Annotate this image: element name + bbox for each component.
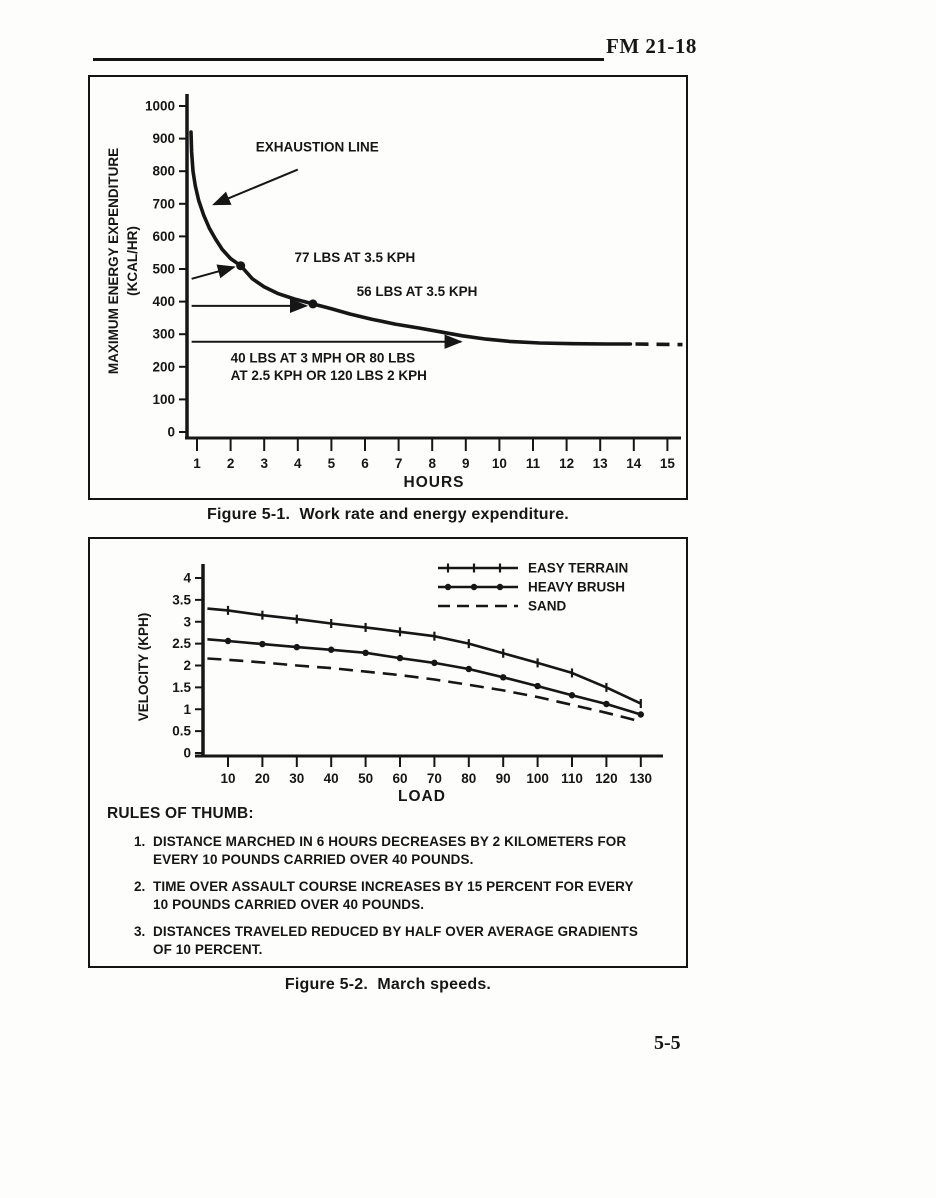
svg-text:10: 10 — [220, 771, 235, 786]
svg-text:1: 1 — [193, 456, 201, 471]
annotations: EXHAUSTION LINE 77 LBS AT 3.5 KPH 56 LBS A… — [191, 140, 478, 384]
svg-text:1.5: 1.5 — [172, 680, 191, 695]
annotation-text: EXHAUSTION LINE — [256, 140, 379, 155]
rules-title: RULES OF THUMB: — [107, 805, 254, 822]
svg-text:100: 100 — [526, 771, 549, 786]
rule-number: 2. — [134, 879, 146, 894]
svg-text:30: 30 — [289, 771, 304, 786]
legend-row-easy-terrain: EASY TERRAIN — [438, 561, 628, 576]
svg-text:3.5: 3.5 — [172, 592, 191, 607]
svg-text:12: 12 — [559, 456, 574, 471]
svg-text:14: 14 — [626, 456, 642, 471]
series-heavy-brush — [207, 637, 644, 718]
legend-label: SAND — [528, 599, 567, 614]
annotation-text: 56 LBS AT 3.5 KPH — [357, 284, 478, 299]
svg-text:0.5: 0.5 — [172, 724, 191, 739]
svg-text:13: 13 — [593, 456, 609, 471]
svg-text:90: 90 — [496, 771, 511, 786]
rule-text: TIME OVER ASSAULT COURSE INCREASES BY 15… — [153, 879, 634, 912]
svg-text:80: 80 — [461, 771, 476, 786]
svg-text:6: 6 — [361, 456, 369, 471]
svg-text:5: 5 — [328, 456, 336, 471]
figure-5-2-box: 0 0.5 1 1.5 2 2.5 3 3.5 4 10 20 30 40 50 60 70 80 90 100 11… — [88, 537, 688, 968]
svg-text:130: 130 — [630, 771, 653, 786]
svg-text:9: 9 — [462, 456, 470, 471]
rule-text: DISTANCES TRAVELED REDUCED BY HALF OVER … — [153, 924, 638, 957]
svg-text:10: 10 — [492, 456, 507, 471]
svg-text:70: 70 — [427, 771, 442, 786]
data-point-dot — [236, 261, 246, 271]
rule-item-1: 1. DISTANCE MARCHED IN 6 HOURS DECREASES… — [134, 833, 672, 869]
annotation-text: 40 LBS AT 3 MPH OR 80 LBS AT 2.5 KPH OR 1… — [231, 351, 427, 384]
legend-label: EASY TERRAIN — [528, 561, 628, 576]
svg-text:1000: 1000 — [145, 99, 175, 114]
svg-text:40: 40 — [324, 771, 339, 786]
svg-text:900: 900 — [152, 131, 175, 146]
svg-text:600: 600 — [152, 229, 175, 244]
svg-text:(KCAL/HR): (KCAL/HR) — [125, 226, 140, 296]
rule-text: DISTANCE MARCHED IN 6 HOURS DECREASES BY… — [153, 834, 627, 867]
svg-text:2.5: 2.5 — [172, 636, 191, 651]
svg-text:7: 7 — [395, 456, 403, 471]
svg-text:50: 50 — [358, 771, 373, 786]
svg-text:60: 60 — [392, 771, 407, 786]
rule-number: 3. — [134, 924, 146, 939]
svg-text:200: 200 — [152, 359, 175, 374]
svg-text:0: 0 — [167, 425, 175, 440]
svg-text:2: 2 — [227, 456, 235, 471]
legend-row-heavy-brush: HEAVY BRUSH — [438, 580, 625, 595]
svg-text:500: 500 — [152, 262, 175, 277]
ticks-and-labels: 0 0.5 1 1.5 2 2.5 3 3.5 4 10 20 30 40 50 60 70 80 90 100 11… — [136, 571, 652, 806]
svg-text:110: 110 — [561, 771, 583, 786]
svg-text:700: 700 — [152, 196, 175, 211]
svg-text:4: 4 — [183, 571, 191, 586]
svg-text:20: 20 — [255, 771, 270, 786]
x-axis-title: LOAD — [398, 788, 446, 805]
svg-text:300: 300 — [152, 327, 175, 342]
data-point-dot — [308, 299, 318, 309]
rule-item-2: 2. TIME OVER ASSAULT COURSE INCREASES BY… — [134, 878, 672, 914]
figure-5-1-box: 0 100 200 300 400 500 600 700 800 900 1000 1 2 3 4 5 6 7 8… — [88, 75, 688, 500]
svg-text:800: 800 — [152, 164, 175, 179]
svg-text:100: 100 — [152, 392, 175, 407]
x-axis-title: HOURS — [404, 474, 465, 491]
legend-label: HEAVY BRUSH — [528, 580, 625, 595]
y-axis-title: VELOCITY (KPH) — [136, 613, 151, 722]
svg-text:1: 1 — [183, 702, 191, 717]
figure-5-1-caption: Figure 5-1. Work rate and energy expendi… — [207, 506, 569, 523]
svg-text:3: 3 — [260, 456, 268, 471]
y-axis-title: MAXIMUM ENERGY EXPENDITURE — [106, 148, 121, 374]
figure-5-2-caption: Figure 5-2. March speeds. — [284, 976, 492, 993]
rule-item-3: 3. DISTANCES TRAVELED REDUCED BY HALF OV… — [134, 923, 672, 959]
annotation-text: 77 LBS AT 3.5 KPH — [294, 250, 415, 265]
page-number: 5-5 — [654, 1032, 681, 1054]
header-rule — [93, 58, 604, 61]
svg-text:11: 11 — [526, 456, 541, 471]
axes — [195, 564, 663, 758]
svg-text:120: 120 — [595, 771, 618, 786]
rules-of-thumb: RULES OF THUMB: 1. DISTANCE MARCHED IN 6… — [107, 805, 672, 968]
svg-text:3: 3 — [183, 614, 191, 629]
figure-5-2-chart: 0 0.5 1 1.5 2 2.5 3 3.5 4 10 20 30 40 50 60 70 80 90 100 11… — [136, 561, 663, 806]
svg-text:400: 400 — [152, 294, 175, 309]
legend-row-sand: SAND — [438, 599, 567, 614]
series-easy-terrain — [207, 605, 642, 709]
legend: EASY TERRAIN HEAVY BRUSH SAND — [438, 561, 628, 614]
rule-number: 1. — [134, 834, 146, 849]
svg-text:0: 0 — [183, 746, 191, 761]
svg-text:2: 2 — [183, 658, 191, 673]
svg-text:4: 4 — [294, 456, 302, 471]
series-sand — [207, 657, 642, 723]
svg-text:8: 8 — [428, 456, 436, 471]
series-exhaustion-line — [189, 130, 683, 347]
header-doc-ref: FM 21-18 — [606, 34, 697, 58]
svg-text:15: 15 — [660, 456, 676, 471]
